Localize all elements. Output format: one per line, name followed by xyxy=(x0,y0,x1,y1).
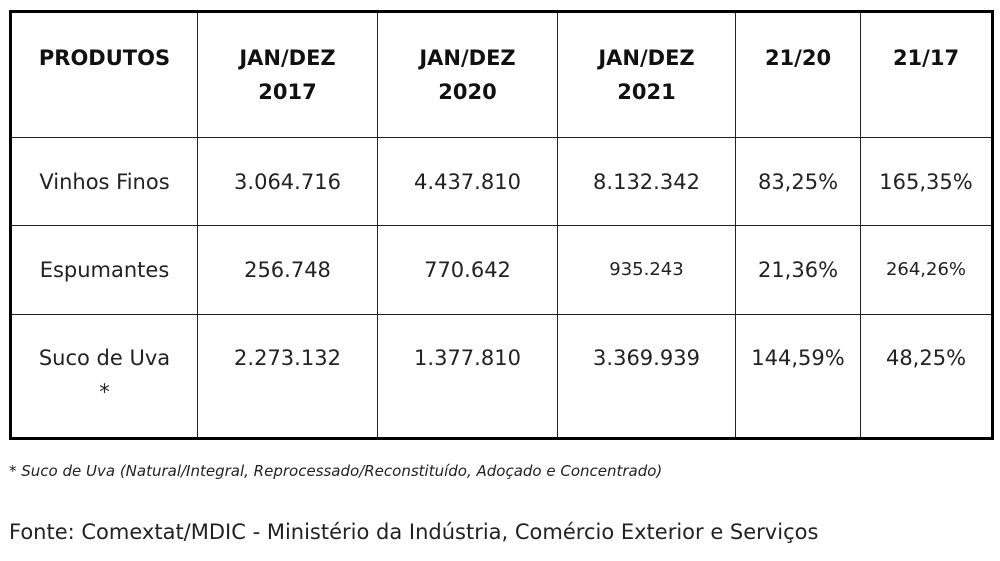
table-header-row: PRODUTOS JAN/DEZ 2017 JAN/DEZ 2020 JAN/DEZ… xyxy=(10,10,993,139)
header-jan-dez-2020: JAN/DEZ 2020 xyxy=(377,10,558,139)
ratio-21-20-cell: 144,59% xyxy=(735,313,861,440)
header-ratio-21-20: 21/20 xyxy=(735,10,861,139)
ratio-21-17-cell: 48,25% xyxy=(860,313,993,440)
value-2020-cell: 770.642 xyxy=(377,225,558,315)
table-row: Suco de Uva * 2.273.132 1.377.810 3.369.9… xyxy=(10,313,993,440)
ratio-21-20-cell: 83,25% xyxy=(735,137,861,227)
value-2021-cell: 3.369.939 xyxy=(557,313,736,440)
value-2021-cell: 935.243 xyxy=(557,225,736,315)
product-cell: Suco de Uva * xyxy=(10,313,198,440)
product-cell: Vinhos Finos xyxy=(10,137,198,227)
value-2017-cell: 3.064.716 xyxy=(197,137,378,227)
header-jan-dez-2017: JAN/DEZ 2017 xyxy=(197,10,378,139)
table-row: Vinhos Finos 3.064.716 4.437.810 8.132.3… xyxy=(10,137,993,227)
header-jan-dez-2021: JAN/DEZ 2021 xyxy=(557,10,736,139)
export-table: PRODUTOS JAN/DEZ 2017 JAN/DEZ 2020 JAN/DEZ… xyxy=(9,10,994,440)
table-row: Espumantes 256.748 770.642 935.243 21,36… xyxy=(10,225,993,315)
value-2017-cell: 256.748 xyxy=(197,225,378,315)
product-cell: Espumantes xyxy=(10,225,198,315)
source-line: Fonte: Comextat/MDIC - Ministério da Ind… xyxy=(9,520,819,544)
value-2021-cell: 8.132.342 xyxy=(557,137,736,227)
value-2020-cell: 1.377.810 xyxy=(377,313,558,440)
header-produtos: PRODUTOS xyxy=(10,10,198,139)
ratio-21-17-cell: 165,35% xyxy=(860,137,993,227)
ratio-21-17-cell: 264,26% xyxy=(860,225,993,315)
header-ratio-21-17: 21/17 xyxy=(860,10,993,139)
footnote: * Suco de Uva (Natural/Integral, Reproce… xyxy=(9,462,663,480)
ratio-21-20-cell: 21,36% xyxy=(735,225,861,315)
value-2020-cell: 4.437.810 xyxy=(377,137,558,227)
value-2017-cell: 2.273.132 xyxy=(197,313,378,440)
